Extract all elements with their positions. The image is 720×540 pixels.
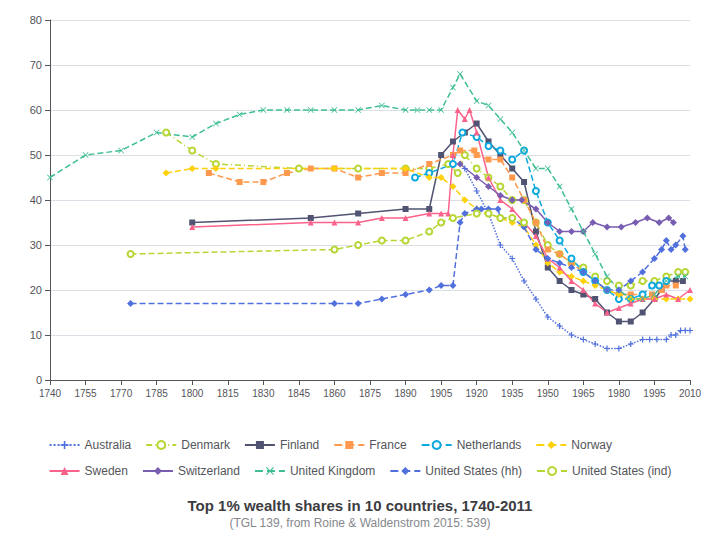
svg-text:United States (hh): United States (hh): [425, 464, 522, 478]
svg-text:0: 0: [36, 374, 42, 386]
svg-text:40: 40: [30, 194, 42, 206]
svg-text:1860: 1860: [323, 388, 346, 399]
svg-text:Sweden: Sweden: [85, 464, 128, 478]
svg-text:United Kingdom: United Kingdom: [290, 464, 375, 478]
svg-text:Australia: Australia: [85, 438, 132, 452]
svg-text:1965: 1965: [572, 388, 595, 399]
svg-text:20: 20: [30, 284, 42, 296]
svg-text:1980: 1980: [608, 388, 631, 399]
svg-text:1890: 1890: [394, 388, 417, 399]
svg-text:(TGL 139, from Roine & Waldens: (TGL 139, from Roine & Waldenstrom 2015:…: [229, 516, 490, 530]
svg-text:80: 80: [30, 14, 42, 26]
svg-text:Denmark: Denmark: [181, 438, 231, 452]
svg-text:1800: 1800: [181, 388, 204, 399]
svg-text:Netherlands: Netherlands: [457, 438, 522, 452]
svg-text:50: 50: [30, 149, 42, 161]
svg-text:10: 10: [30, 329, 42, 341]
svg-text:Top 1% wealth shares in 10 cou: Top 1% wealth shares in 10 countries, 17…: [188, 497, 533, 514]
svg-text:1905: 1905: [430, 388, 453, 399]
svg-text:1935: 1935: [501, 388, 524, 399]
svg-text:1995: 1995: [643, 388, 666, 399]
svg-text:1815: 1815: [217, 388, 240, 399]
svg-text:France: France: [369, 438, 407, 452]
svg-text:1785: 1785: [146, 388, 169, 399]
svg-text:1770: 1770: [110, 388, 133, 399]
svg-text:1950: 1950: [537, 388, 560, 399]
svg-text:2010: 2010: [679, 388, 702, 399]
svg-text:1755: 1755: [74, 388, 97, 399]
svg-text:1920: 1920: [466, 388, 489, 399]
svg-text:30: 30: [30, 239, 42, 251]
svg-text:Finland: Finland: [280, 438, 319, 452]
svg-text:1875: 1875: [359, 388, 382, 399]
svg-text:Switzerland: Switzerland: [178, 464, 240, 478]
svg-text:1830: 1830: [252, 388, 275, 399]
svg-text:Norway: Norway: [571, 438, 612, 452]
svg-text:1740: 1740: [39, 388, 62, 399]
svg-text:70: 70: [30, 59, 42, 71]
svg-text:United States (ind): United States (ind): [572, 464, 671, 478]
svg-text:1845: 1845: [288, 388, 311, 399]
svg-text:60: 60: [30, 104, 42, 116]
